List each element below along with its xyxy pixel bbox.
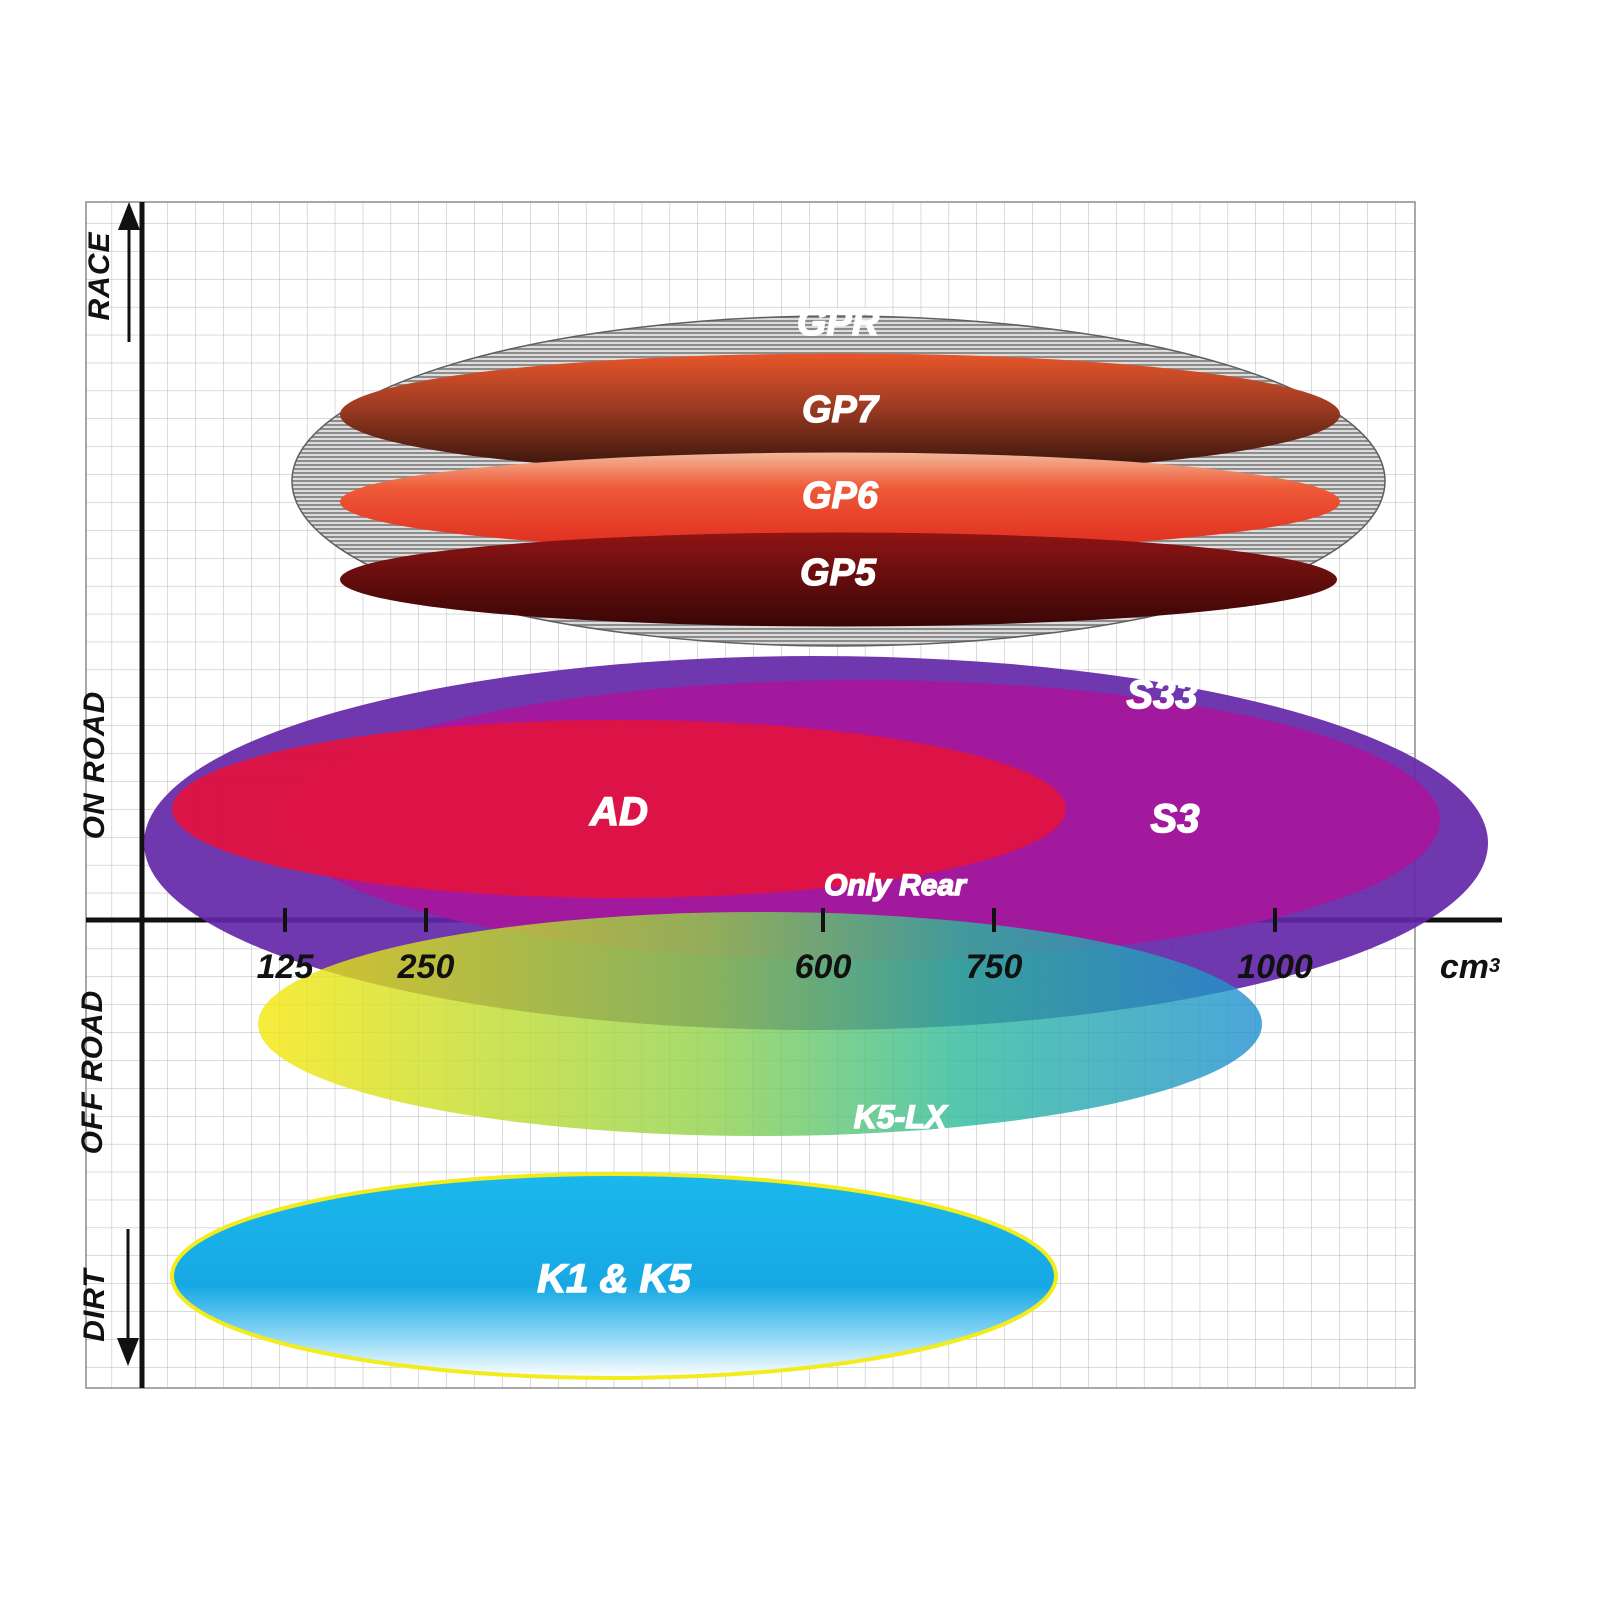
svg-text:DIRT: DIRT — [78, 1267, 111, 1342]
svg-text:cm3: cm3 — [1440, 948, 1500, 986]
svg-text:AD: AD — [589, 790, 648, 834]
svg-text:S33: S33 — [1126, 673, 1197, 717]
svg-text:Only Rear: Only Rear — [824, 869, 968, 902]
svg-text:GP7: GP7 — [802, 389, 880, 431]
svg-text:ON ROAD: ON ROAD — [78, 691, 111, 840]
svg-text:GP5: GP5 — [800, 552, 877, 594]
svg-text:K5-LX: K5-LX — [854, 1099, 948, 1135]
svg-text:125: 125 — [257, 948, 315, 986]
svg-text:250: 250 — [397, 948, 455, 986]
svg-text:GPR: GPR — [797, 302, 880, 344]
svg-text:OFF ROAD: OFF ROAD — [76, 990, 109, 1155]
svg-text:RACE: RACE — [83, 231, 116, 320]
svg-text:S3: S3 — [1151, 797, 1200, 841]
svg-text:750: 750 — [966, 948, 1023, 986]
svg-text:K1 & K5: K1 & K5 — [537, 1257, 691, 1301]
svg-text:1000: 1000 — [1237, 948, 1313, 986]
svg-text:600: 600 — [795, 948, 852, 986]
svg-text:GP6: GP6 — [802, 475, 879, 517]
